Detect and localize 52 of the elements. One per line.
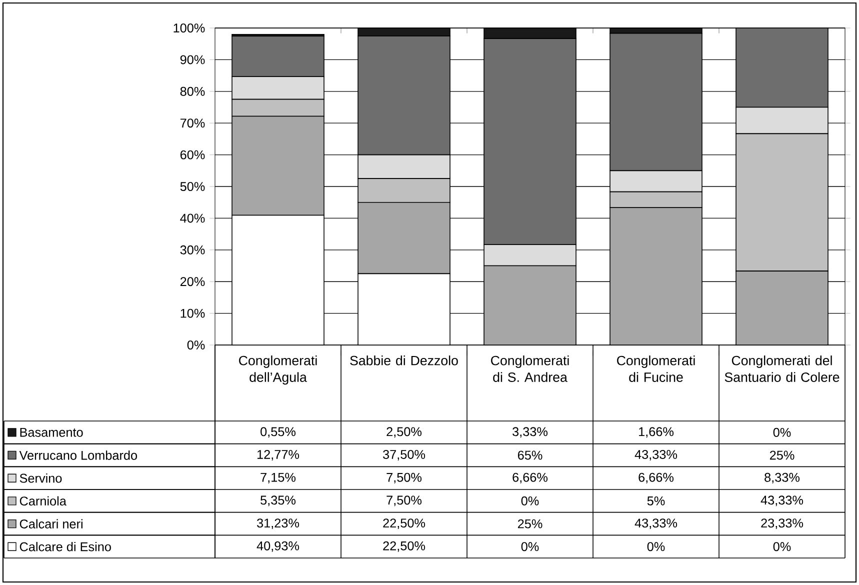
data-label: 6,66% <box>638 472 674 484</box>
data-label: 5% <box>647 496 665 506</box>
y-tick-label: 0% <box>187 340 205 350</box>
x-tick-label: Conglomerati di Fucine <box>617 355 695 382</box>
data-label: 22,50% <box>383 541 426 552</box>
legend-label: Verrucano Lombardo <box>19 450 138 460</box>
legend-label: Servino <box>20 473 62 483</box>
data-label: 3,33% <box>512 427 548 438</box>
y-tick-label: 100% <box>174 24 205 32</box>
data-label: 0% <box>647 542 665 552</box>
y-tick-label: 90% <box>180 55 205 64</box>
y-tick-label: 80% <box>180 86 205 96</box>
y-tick-label: 40% <box>180 214 205 223</box>
data-label: 1,66% <box>639 427 674 438</box>
data-label: 7,50% <box>386 472 422 484</box>
legend-label: Calcare di Esino <box>20 542 111 552</box>
legend-label: Carniola <box>20 496 66 506</box>
x-tick-label: Conglomerati di S. Andrea <box>491 355 569 382</box>
data-label: 43,33% <box>634 450 678 460</box>
data-label: 25% <box>770 450 794 460</box>
y-tick-label: 70% <box>180 118 205 128</box>
data-label: 22,50% <box>383 518 426 530</box>
data-label: 7,50% <box>386 496 422 506</box>
data-label: 0% <box>773 428 791 437</box>
x-tick-label: Conglomerati del Santuario di Colere <box>724 355 840 382</box>
legend-label: Calcari neri <box>20 519 82 528</box>
data-label: 0% <box>521 542 539 552</box>
data-label: 25% <box>518 519 542 528</box>
data-label: 31,23% <box>257 518 300 530</box>
data-label: 23,33% <box>761 518 804 530</box>
data-label: 12,77% <box>257 450 300 460</box>
data-label: 5,35% <box>260 496 296 506</box>
y-tick-label: 30% <box>180 245 205 254</box>
y-tick-label: 50% <box>180 182 205 191</box>
data-label: 0% <box>521 496 539 506</box>
y-tick-label: 10% <box>180 308 205 318</box>
data-label: 40,93% <box>256 541 300 552</box>
y-tick-label: 60% <box>180 150 205 160</box>
data-label: 2,50% <box>386 427 422 438</box>
data-label: 0% <box>773 542 791 552</box>
legend-label: Basamento <box>20 428 83 437</box>
data-label: 65% <box>518 450 542 460</box>
data-label: 8,33% <box>764 472 800 484</box>
x-tick-label: Sabbie di Dezzolo <box>350 355 458 366</box>
data-label: 43,33% <box>634 518 678 530</box>
y-tick-label: 20% <box>180 277 205 286</box>
data-label: 6,66% <box>512 472 548 484</box>
data-label: 0,55% <box>260 427 296 438</box>
x-tick-label: Conglomerati dell’Agula <box>239 355 317 385</box>
data-label: 7,15% <box>260 472 296 484</box>
data-label: 37,50% <box>383 450 426 460</box>
data-label: 43,33% <box>760 496 804 506</box>
